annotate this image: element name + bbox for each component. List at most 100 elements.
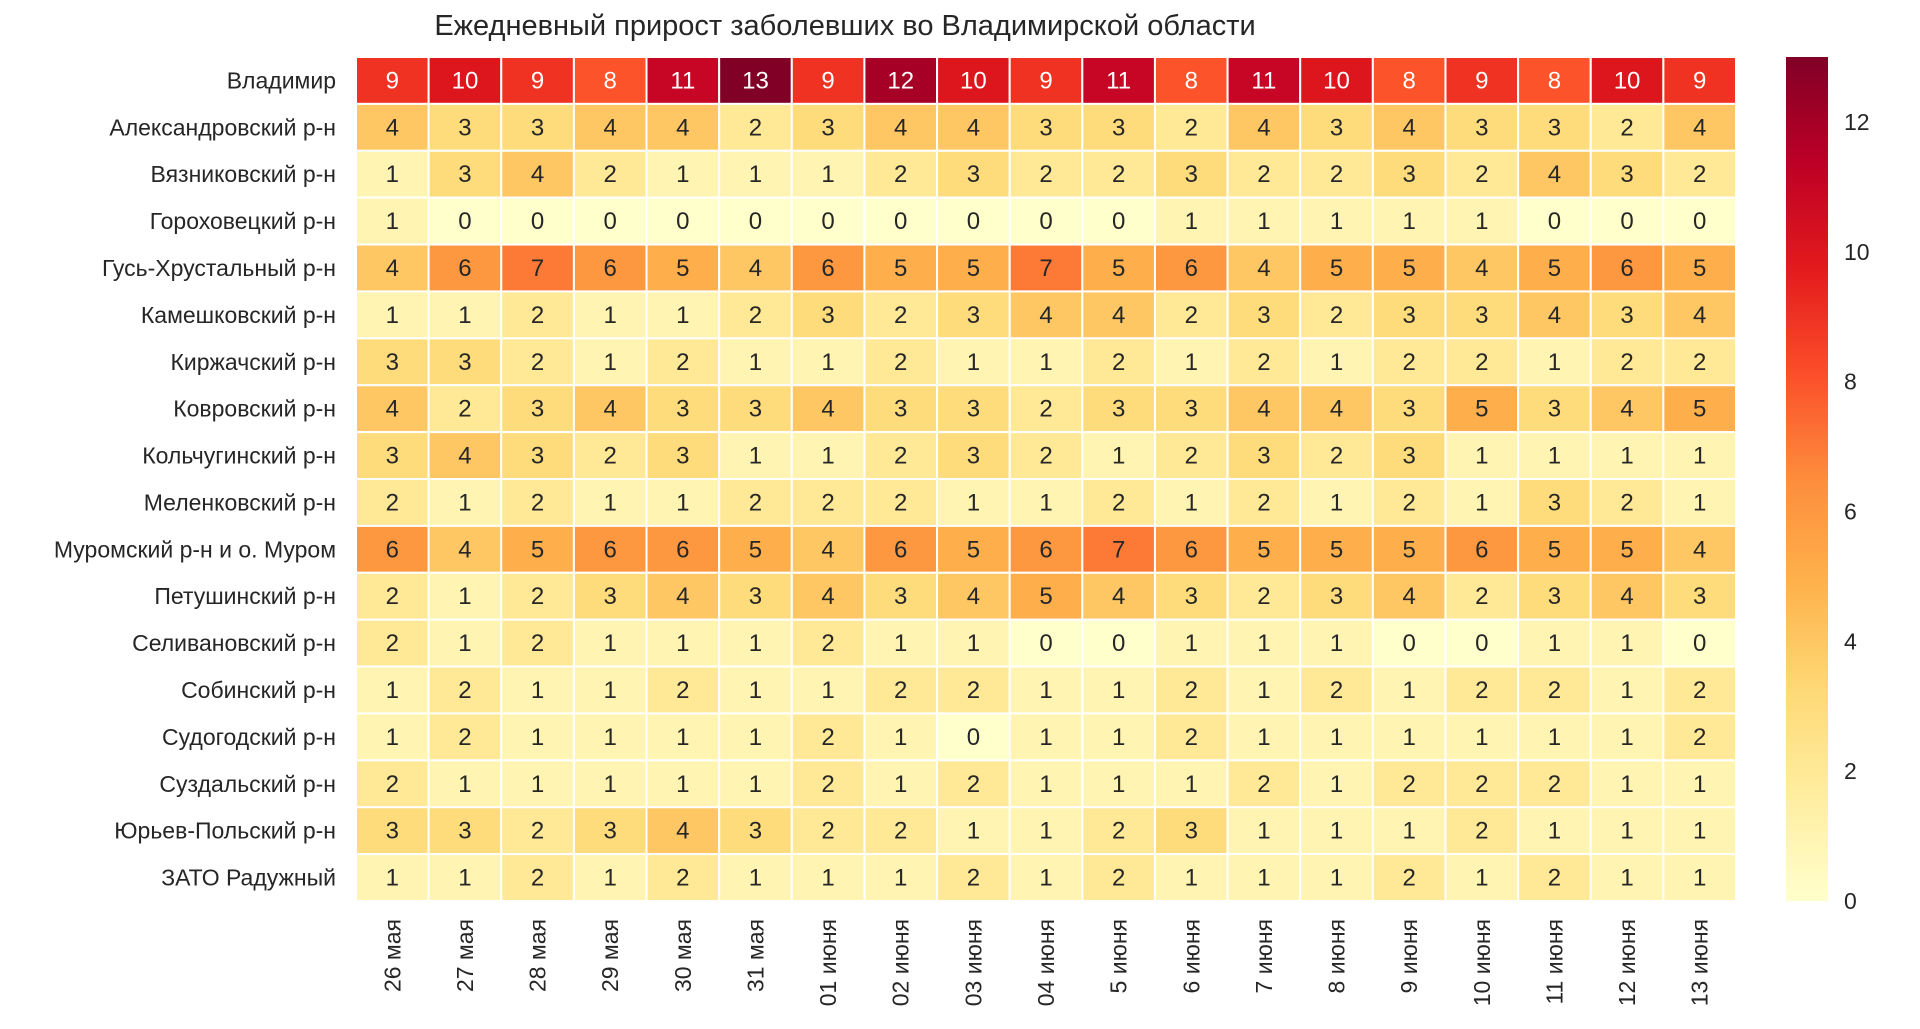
cell-value-label: 1 (821, 865, 834, 892)
cell-value-label: 5 (1257, 536, 1270, 563)
heatmap-cell (1153, 478, 1229, 527)
heatmap-cell (1444, 759, 1520, 809)
colorbar-tick-label: 0 (1844, 888, 1857, 914)
heatmap-cell (355, 290, 430, 340)
cell-value-label: 3 (894, 396, 907, 423)
cell-value-label: 1 (1620, 724, 1633, 751)
cell-value-label: 1 (894, 865, 907, 892)
heatmap-cell (1226, 56, 1302, 105)
cell-value-label: 1 (1185, 771, 1198, 798)
cell-value-label: 2 (531, 865, 544, 892)
heatmap-cell (1444, 665, 1520, 715)
cell-value-label: 1 (1112, 443, 1125, 470)
heatmap-cell (355, 196, 430, 246)
cell-value-label: 3 (1330, 114, 1343, 141)
heatmap-cell (1153, 56, 1229, 105)
cell-value-label: 8 (1402, 67, 1415, 94)
heatmap-cell (936, 712, 1011, 762)
cell-value-label: 3 (1402, 396, 1415, 423)
heatmap-cell (1371, 571, 1447, 621)
heatmap-cell (790, 431, 866, 481)
heatmap-cell (863, 853, 939, 902)
heatmap-cell (1008, 618, 1084, 668)
cell-value-label: 1 (676, 630, 689, 657)
heatmap-cell (1081, 665, 1156, 715)
heatmap-cell (790, 337, 866, 387)
cell-value-label: 1 (1475, 208, 1488, 235)
cell-value-label: 2 (531, 818, 544, 845)
heatmap-cell (1517, 56, 1592, 105)
column-label: 30 мая (670, 919, 696, 992)
cell-value-label: 3 (386, 443, 399, 470)
cell-value-label: 1 (1402, 208, 1415, 235)
cell-value-label: 1 (386, 724, 399, 751)
cell-value-label: 3 (1257, 443, 1270, 470)
cell-value-label: 1 (1257, 724, 1270, 751)
colorbar-tick-label: 10 (1844, 239, 1870, 265)
cell-value-label: 2 (1039, 396, 1052, 423)
cell-value-label: 1 (1620, 443, 1633, 470)
cell-value-label: 10 (960, 67, 987, 94)
cell-value-label: 4 (967, 114, 980, 141)
heatmap-cell (936, 665, 1011, 715)
cell-value-label: 1 (676, 302, 689, 329)
cell-value-label: 1 (1693, 489, 1706, 516)
cell-value-label: 1 (967, 349, 980, 376)
cell-value-label: 1 (458, 302, 471, 329)
heatmap-cell (355, 853, 430, 902)
cell-value-label: 2 (1330, 443, 1343, 470)
row-label: Собинский р-н (181, 677, 336, 703)
heatmap-cell (572, 478, 648, 527)
cell-value-label: 3 (749, 396, 762, 423)
cell-value-label: 2 (1112, 818, 1125, 845)
heatmap-cell (1517, 149, 1592, 199)
heatmap-cell (645, 196, 721, 246)
cell-value-label: 4 (1257, 255, 1270, 282)
cell-value-label: 1 (1330, 724, 1343, 751)
column-label: 8 июня (1324, 919, 1350, 993)
heatmap-cell (1589, 712, 1665, 762)
cell-value-label: 3 (531, 443, 544, 470)
cell-value-label: 6 (604, 536, 617, 563)
cell-value-label: 1 (1620, 771, 1633, 798)
cell-value-label: 2 (676, 865, 689, 892)
heatmap-cell (718, 618, 793, 668)
heatmap-cell (1226, 149, 1302, 199)
cell-value-label: 5 (1620, 536, 1633, 563)
cell-value-label: 1 (1185, 865, 1198, 892)
heatmap-cell (718, 712, 793, 762)
cell-value-label: 0 (894, 208, 907, 235)
cell-value-label: 1 (821, 349, 834, 376)
heatmap-cell (1299, 431, 1374, 481)
heatmap-cell (1299, 665, 1374, 715)
heatmap-cell (936, 571, 1011, 621)
cell-value-label: 1 (1039, 724, 1052, 751)
cell-value-label: 1 (967, 630, 980, 657)
heatmap-cell (863, 431, 939, 481)
cell-value-label: 5 (1330, 255, 1343, 282)
cell-value-label: 4 (676, 583, 689, 610)
heatmap-cell (936, 384, 1011, 434)
cell-value-label: 1 (604, 677, 617, 704)
heatmap-cell (427, 759, 503, 809)
cell-value-label: 4 (1257, 114, 1270, 141)
cell-value-label: 10 (1323, 67, 1350, 94)
cell-value-label: 3 (1185, 161, 1198, 188)
cell-value-label: 4 (1112, 302, 1125, 329)
heatmap-cell (427, 56, 503, 105)
cell-value-label: 1 (1475, 443, 1488, 470)
cell-value-label: 1 (1185, 349, 1198, 376)
cell-value-label: 10 (1614, 67, 1641, 94)
heatmap-cell (1589, 618, 1665, 668)
cell-value-label: 1 (1257, 677, 1270, 704)
heatmap-cell (718, 102, 793, 152)
cell-value-label: 2 (821, 724, 834, 751)
cell-value-label: 2 (1257, 489, 1270, 516)
cell-value-label: 0 (1039, 630, 1052, 657)
cell-value-label: 1 (676, 771, 689, 798)
cell-value-label: 5 (1402, 536, 1415, 563)
cell-value-label: 1 (1257, 208, 1270, 235)
cell-value-label: 2 (967, 677, 980, 704)
cell-value-label: 12 (887, 67, 914, 94)
